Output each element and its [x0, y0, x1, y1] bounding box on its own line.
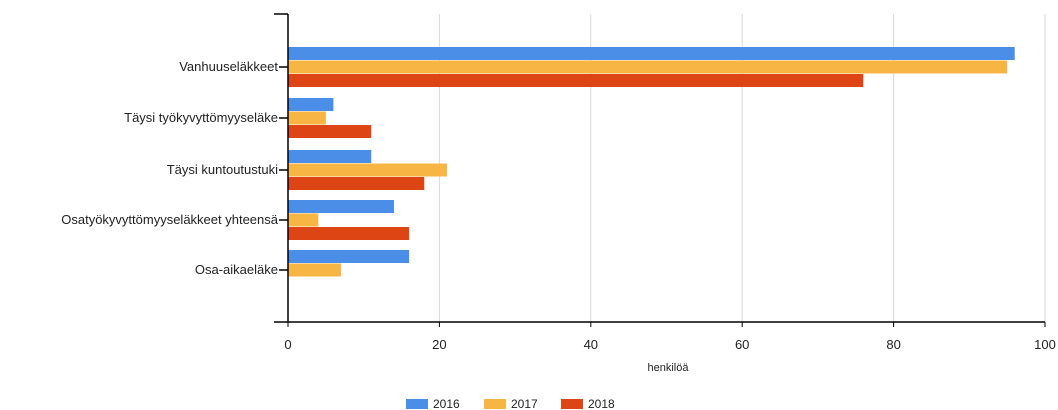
bar-2018-2 — [288, 177, 425, 190]
legend-label: 2018 — [588, 397, 615, 410]
bar-2017-4 — [288, 263, 341, 277]
bar-2017-1 — [288, 111, 326, 125]
legend-swatch-2017 — [484, 399, 506, 409]
legend-label: 2017 — [511, 397, 538, 410]
x-tick-labels: 0 20 40 60 80 100 — [284, 322, 1056, 352]
category-label: Täysi kuntoutustuki — [167, 162, 278, 177]
bar-2016-4 — [288, 250, 410, 263]
x-tick-label: 20 — [432, 337, 446, 352]
bar-2016-1 — [288, 98, 334, 111]
bar-2017-3 — [288, 213, 319, 227]
legend-swatch-2018 — [561, 399, 583, 409]
legend-swatch-2016 — [406, 399, 428, 409]
bar-2018-3 — [288, 227, 410, 240]
category-label: Osa-aikaeläke — [195, 262, 278, 277]
category-label: Vanhuuseläkkeet — [179, 59, 278, 74]
legend-label: 2016 — [433, 397, 460, 410]
bar-2016-2 — [288, 150, 372, 163]
x-tick-label: 60 — [735, 337, 749, 352]
bar-2016-3 — [288, 200, 394, 213]
x-tick-label: 40 — [584, 337, 598, 352]
x-axis-title: henkilöä — [648, 362, 690, 374]
bar-2018-0 — [288, 74, 864, 87]
category-label: Osatyökyvyttömyyseläkkeet yhteensä — [61, 212, 279, 227]
bar-2016-0 — [288, 47, 1015, 60]
category-labels: Vanhuuseläkkeet Täysi työkyvyttömyyseläke… — [61, 59, 288, 277]
category-label: Täysi työkyvyttömyyseläke — [124, 110, 278, 125]
bar-2017-2 — [288, 163, 447, 177]
bar-2018-1 — [288, 125, 372, 138]
x-tick-label: 80 — [886, 337, 900, 352]
x-tick-label: 0 — [284, 337, 291, 352]
x-tick-label: 100 — [1034, 337, 1056, 352]
bar-2017-0 — [288, 60, 1008, 74]
bars — [288, 47, 1015, 277]
legend: 2016 2017 2018 — [406, 397, 615, 410]
